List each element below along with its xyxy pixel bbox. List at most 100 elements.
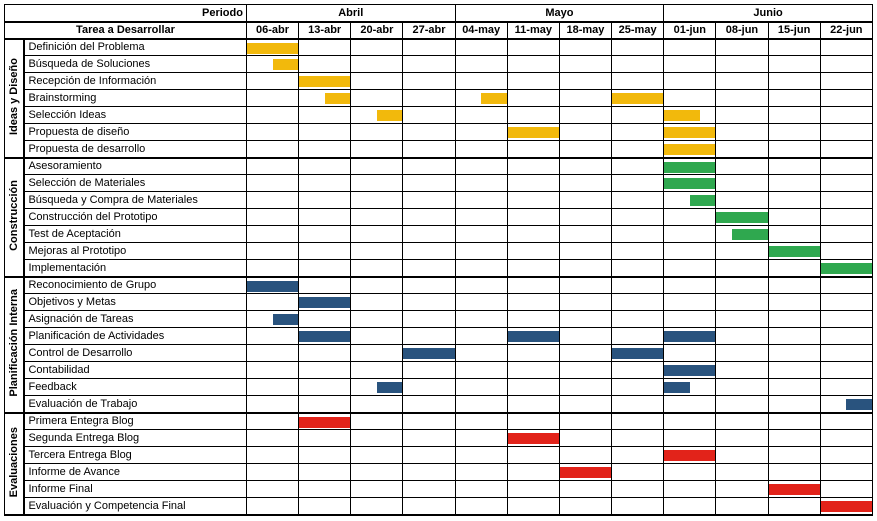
- gantt-cell: [820, 396, 872, 413]
- gantt-cell: [716, 362, 768, 379]
- gantt-bar: [664, 127, 715, 138]
- header-week: 15-jun: [768, 22, 820, 39]
- gantt-cell: [351, 277, 403, 294]
- gantt-cell: [403, 39, 455, 56]
- gantt-cell: [299, 175, 351, 192]
- gantt-cell: [820, 311, 872, 328]
- gantt-cell: [820, 277, 872, 294]
- gantt-cell: [664, 447, 716, 464]
- gantt-cell: [559, 328, 611, 345]
- header-month: Abril: [246, 5, 455, 22]
- gantt-cell: [664, 175, 716, 192]
- gantt-cell: [299, 464, 351, 481]
- gantt-cell: [820, 243, 872, 260]
- gantt-cell: [507, 345, 559, 362]
- gantt-cell: [664, 56, 716, 73]
- gantt-cell: [768, 107, 820, 124]
- gantt-cell: [664, 260, 716, 277]
- gantt-cell: [820, 498, 872, 515]
- task-name: Contabilidad: [24, 362, 246, 379]
- gantt-cell: [664, 39, 716, 56]
- gantt-cell: [820, 294, 872, 311]
- gantt-cell: [716, 107, 768, 124]
- gantt-cell: [351, 260, 403, 277]
- gantt-cell: [507, 56, 559, 73]
- gantt-cell: [507, 498, 559, 515]
- gantt-cell: [403, 379, 455, 396]
- header-week: 20-abr: [351, 22, 403, 39]
- gantt-cell: [559, 413, 611, 430]
- header-week: 18-may: [559, 22, 611, 39]
- gantt-cell: [351, 141, 403, 158]
- task-name: Control de Desarrollo: [24, 345, 246, 362]
- gantt-cell: [507, 90, 559, 107]
- gantt-cell: [612, 294, 664, 311]
- gantt-cell: [612, 362, 664, 379]
- gantt-cell: [559, 481, 611, 498]
- task-name: Objetivos y Metas: [24, 294, 246, 311]
- task-row: Planificación InternaReconocimiento de G…: [5, 277, 873, 294]
- task-row: Contabilidad: [5, 362, 873, 379]
- task-name: Recepción de Información: [24, 73, 246, 90]
- gantt-cell: [716, 243, 768, 260]
- gantt-cell: [351, 107, 403, 124]
- gantt-cell: [403, 226, 455, 243]
- gantt-cell: [507, 464, 559, 481]
- gantt-cell: [820, 260, 872, 277]
- gantt-cell: [299, 73, 351, 90]
- gantt-cell: [612, 345, 664, 362]
- group-label-text: Ideas y Diseño: [8, 58, 20, 135]
- gantt-cell: [299, 481, 351, 498]
- task-row: Implementación: [5, 260, 873, 277]
- gantt-cell: [246, 396, 298, 413]
- gantt-cell: [612, 90, 664, 107]
- gantt-cell: [612, 158, 664, 175]
- task-row: Selección de Materiales: [5, 175, 873, 192]
- gantt-cell: [559, 498, 611, 515]
- gantt-cell: [455, 447, 507, 464]
- task-row: Búsqueda de Soluciones: [5, 56, 873, 73]
- gantt-cell: [351, 192, 403, 209]
- header-month: Junio: [664, 5, 873, 22]
- task-name: Informe Final: [24, 481, 246, 498]
- gantt-cell: [664, 362, 716, 379]
- gantt-cell: [768, 294, 820, 311]
- gantt-cell: [559, 141, 611, 158]
- gantt-cell: [664, 413, 716, 430]
- gantt-cell: [716, 464, 768, 481]
- gantt-cell: [664, 464, 716, 481]
- gantt-cell: [351, 498, 403, 515]
- task-row: Ideas y DiseñoDefinición del Problema: [5, 39, 873, 56]
- task-name: Feedback: [24, 379, 246, 396]
- task-name: Búsqueda de Soluciones: [24, 56, 246, 73]
- gantt-cell: [612, 396, 664, 413]
- group-label: Evaluaciones: [5, 413, 25, 515]
- gantt-cell: [403, 345, 455, 362]
- gantt-table: Periodo AbrilMayoJunio Tarea a Desarroll…: [4, 4, 873, 516]
- header-row-weeks: Tarea a Desarrollar 06-abr13-abr20-abr27…: [5, 22, 873, 39]
- gantt-cell: [768, 362, 820, 379]
- gantt-cell: [507, 396, 559, 413]
- gantt-cell: [559, 294, 611, 311]
- gantt-cell: [716, 498, 768, 515]
- task-name: Selección Ideas: [24, 107, 246, 124]
- gantt-bar: [299, 297, 351, 308]
- gantt-cell: [716, 413, 768, 430]
- gantt-cell: [664, 481, 716, 498]
- gantt-cell: [820, 345, 872, 362]
- gantt-cell: [768, 481, 820, 498]
- gantt-cell: [455, 192, 507, 209]
- gantt-cell: [664, 192, 716, 209]
- gantt-cell: [403, 447, 455, 464]
- gantt-cell: [507, 447, 559, 464]
- gantt-cell: [246, 345, 298, 362]
- gantt-cell: [612, 498, 664, 515]
- gantt-cell: [455, 243, 507, 260]
- gantt-cell: [559, 430, 611, 447]
- gantt-cell: [455, 56, 507, 73]
- gantt-cell: [768, 311, 820, 328]
- gantt-cell: [246, 73, 298, 90]
- gantt-bar: [299, 417, 351, 428]
- gantt-cell: [507, 328, 559, 345]
- gantt-cell: [299, 498, 351, 515]
